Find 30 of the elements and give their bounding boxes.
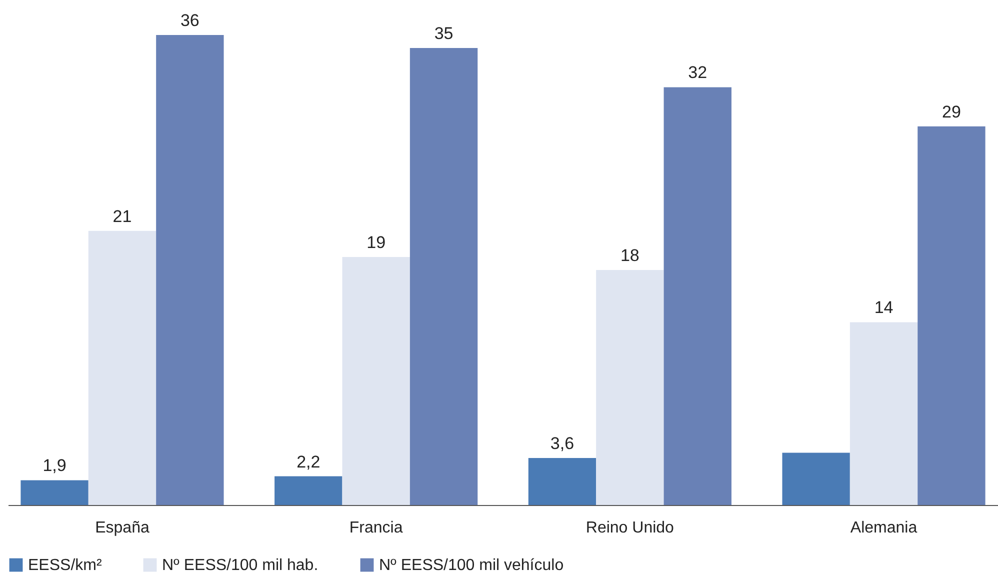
bar: [274, 476, 342, 505]
bar: [410, 48, 478, 505]
bar: [528, 458, 596, 505]
x-tick-label: Francia: [349, 520, 403, 536]
data-label: 29: [942, 102, 961, 122]
legend-label: EESS/km²: [28, 557, 102, 574]
bar: [664, 87, 732, 505]
bar: [850, 322, 918, 505]
legend-label: Nº EESS/100 mil hab.: [162, 557, 318, 574]
bar: [20, 480, 88, 505]
data-label: 19: [366, 232, 386, 252]
bar: [88, 230, 156, 505]
data-label: 2,2: [296, 452, 320, 472]
data-label: 21: [112, 206, 132, 226]
data-label: 36: [180, 11, 200, 30]
bar: [782, 452, 850, 505]
legend-label: Nº EESS/100 mil vehículo: [379, 557, 564, 574]
data-label: 1,9: [42, 456, 66, 476]
bar: [918, 126, 986, 505]
x-tick-label: Alemania: [850, 520, 918, 536]
data-label: 18: [620, 246, 640, 265]
data-label: 14: [874, 298, 894, 318]
bar: [342, 256, 410, 505]
data-label: 3,6: [550, 434, 574, 453]
bar: [596, 270, 664, 505]
x-tick-label: España: [95, 520, 150, 536]
data-label: 32: [688, 63, 708, 82]
x-tick-label: Reino Unido: [586, 520, 674, 536]
data-label: 35: [434, 24, 454, 44]
bar: [156, 35, 224, 505]
